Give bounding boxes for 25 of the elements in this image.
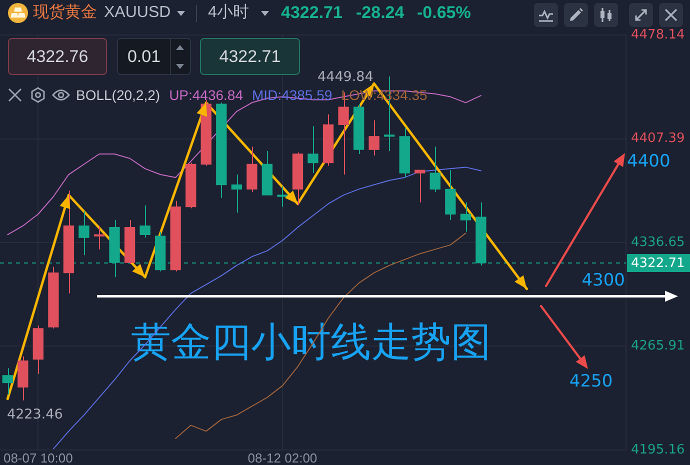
y-tick-label: 4478.14 bbox=[631, 27, 685, 42]
text: 4400 bbox=[627, 151, 670, 172]
text: -0.65% bbox=[417, 3, 471, 23]
ref-line-label: 4322.71 bbox=[631, 256, 685, 271]
quantity-field: 0.01 bbox=[117, 38, 191, 75]
y-tick-label: 4195.16 bbox=[631, 442, 685, 458]
text: 4322.71 bbox=[281, 3, 342, 23]
price-box: 4322.71 bbox=[200, 38, 300, 75]
ref-line-label: 4300 bbox=[582, 270, 625, 291]
annotation: 4223.46 bbox=[7, 406, 63, 422]
y-tick-label: 4336.65 bbox=[631, 234, 685, 250]
text: -28.24 bbox=[356, 3, 404, 23]
annotation: 0.01 bbox=[126, 46, 162, 66]
price-box: 4322.76 bbox=[8, 38, 107, 75]
text: 现货黄金 bbox=[33, 3, 97, 23]
text: 4小时 bbox=[208, 3, 249, 23]
x-tick-label: 08-07 10:00 bbox=[3, 450, 73, 465]
annotation: 4449.84 bbox=[318, 69, 374, 86]
y-tick-label: 4407.39 bbox=[631, 131, 685, 146]
annotation: 4250 bbox=[569, 371, 613, 392]
x-tick-label: 08-12 02:00 bbox=[248, 450, 318, 465]
annotation: 4322.71 bbox=[218, 46, 282, 66]
y-tick-label: 4265.91 bbox=[631, 338, 685, 354]
text: XAUUSD bbox=[104, 3, 171, 23]
annotation: 4322.76 bbox=[26, 46, 90, 66]
